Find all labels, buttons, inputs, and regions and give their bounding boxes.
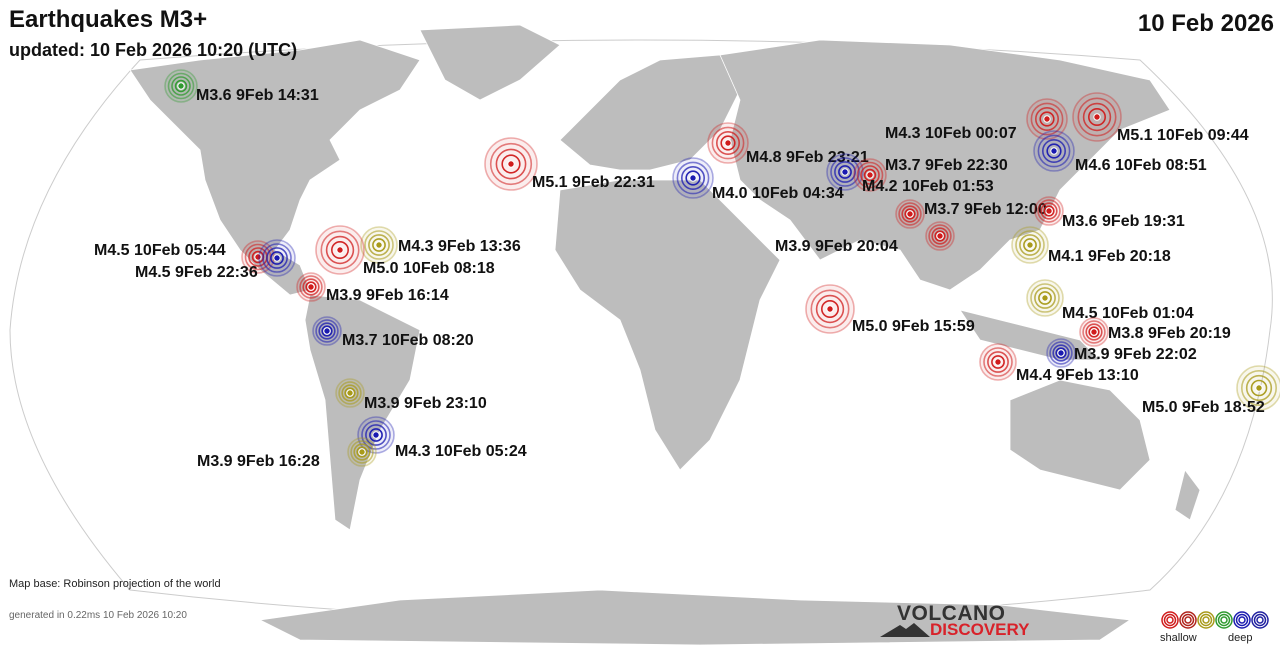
legend-deep-label: deep (1228, 632, 1253, 644)
quake-marker[interactable]: M4.0 10Feb 04:34 (672, 157, 844, 202)
quake-marker[interactable]: M4.3 10Feb 05:24 (357, 416, 527, 460)
quake-marker[interactable]: M4.4 9Feb 13:10 (979, 343, 1139, 384)
quake-label: M4.0 10Feb 04:34 (712, 185, 844, 202)
legend-ring (1184, 616, 1192, 624)
quake-label: M5.1 10Feb 09:44 (1117, 127, 1249, 144)
quake-label: M3.6 9Feb 14:31 (196, 87, 319, 104)
quake-marker[interactable]: M4.1 9Feb 20:18 (1011, 226, 1171, 265)
europe (559, 54, 741, 171)
quake-marker[interactable]: M3.6 9Feb 14:31 (164, 69, 319, 104)
map-date: 10 Feb 2026 (1137, 10, 1274, 37)
legend-ring (1220, 616, 1228, 624)
quake-label: M4.3 10Feb 05:24 (395, 443, 527, 460)
quake-marker[interactable]: M5.0 10Feb 08:18 (315, 225, 495, 277)
legend-ring (1235, 613, 1249, 627)
quake-label: M3.7 9Feb 22:30 (885, 157, 1008, 174)
legend-ring (1179, 611, 1197, 629)
logo-line-volcano: VOLCANO (897, 602, 1006, 625)
legend-ring (1197, 611, 1215, 629)
quake-label: M4.3 9Feb 13:36 (398, 238, 521, 255)
quake-label: M4.1 9Feb 20:18 (1048, 248, 1171, 265)
quake-label: M4.3 10Feb 00:07 (885, 125, 1017, 142)
quake-label: M4.8 9Feb 23:21 (746, 149, 869, 166)
australia (1009, 379, 1151, 491)
quake-label: M4.5 9Feb 22:36 (135, 264, 258, 281)
asia (719, 39, 1171, 291)
south-america (304, 294, 421, 531)
quake-label: M5.0 9Feb 18:52 (1142, 399, 1265, 416)
legend-ring (1238, 616, 1246, 624)
quake-marker[interactable]: M5.0 9Feb 15:59 (805, 284, 975, 335)
quake-markers: M3.6 9Feb 14:31 M5.1 9Feb 22:31 M4.8 9Feb … (94, 69, 1280, 470)
quake-marker[interactable]: M5.1 10Feb 09:44 (1072, 92, 1249, 144)
quake-marker[interactable]: M3.7 9Feb 22:30 (826, 153, 1008, 191)
legend-ring (1181, 613, 1195, 627)
quake-marker[interactable]: M3.9 9Feb 16:14 (296, 272, 449, 304)
quake-label: M3.8 9Feb 20:19 (1108, 325, 1231, 342)
legend-ring (1199, 613, 1213, 627)
quake-marker[interactable]: M3.9 9Feb 23:10 (335, 378, 487, 412)
north-america (129, 39, 421, 296)
africa (554, 179, 781, 471)
quake-label: M5.1 9Feb 22:31 (532, 174, 655, 191)
quake-marker[interactable]: M5.0 9Feb 18:52 (1142, 365, 1280, 416)
quake-marker[interactable]: M3.6 9Feb 19:31 (1034, 196, 1185, 230)
volcano-discovery-logo[interactable]: VOLCANO DISCOVERY (880, 602, 1040, 642)
volcano-logo-icon (880, 623, 930, 637)
quake-marker[interactable]: M4.2 10Feb 01:53 (853, 158, 994, 195)
legend-ring (1215, 611, 1233, 629)
quake-label: M3.6 9Feb 19:31 (1062, 213, 1185, 230)
legend-shallow-label: shallow (1160, 632, 1197, 644)
quake-marker[interactable]: M3.7 10Feb 08:20 (312, 316, 474, 349)
indonesia (959, 309, 1101, 361)
legend-ring (1217, 613, 1231, 627)
quake-label: M4.2 10Feb 01:53 (862, 178, 994, 195)
quake-marker[interactable]: M3.9 9Feb 20:04 (775, 221, 955, 255)
legend-ring (1166, 616, 1174, 624)
quake-label: M4.4 9Feb 13:10 (1016, 367, 1139, 384)
quake-marker[interactable]: M5.1 9Feb 22:31 (484, 137, 655, 191)
quake-label: M5.0 10Feb 08:18 (363, 260, 495, 277)
quake-label: M3.9 9Feb 20:04 (775, 238, 898, 255)
legend-ring (1251, 611, 1269, 629)
legend-ring (1202, 616, 1210, 624)
depth-legend-rings (1161, 611, 1269, 629)
map-title: Earthquakes M3+ (9, 6, 208, 33)
quake-marker[interactable]: M4.5 9Feb 22:36 (135, 239, 296, 281)
quake-label: M4.5 10Feb 05:44 (94, 242, 226, 259)
legend-ring (1253, 613, 1267, 627)
quake-marker[interactable]: M4.5 10Feb 01:04 (1026, 279, 1194, 322)
depth-legend: shallow deep (1160, 608, 1270, 648)
quake-marker[interactable]: M3.9 9Feb 16:28 (197, 437, 377, 470)
quake-marker[interactable]: M4.6 10Feb 08:51 (1033, 130, 1207, 174)
quake-label: M4.6 10Feb 08:51 (1075, 157, 1207, 174)
quake-marker[interactable]: M4.8 9Feb 23:21 (707, 122, 869, 166)
quake-marker[interactable]: M3.9 9Feb 22:02 (1046, 338, 1197, 368)
quake-label: M4.5 10Feb 01:04 (1062, 305, 1194, 322)
legend-ring (1161, 611, 1179, 629)
updated-text: updated: 10 Feb 2026 10:20 (UTC) (9, 40, 298, 60)
greenland (419, 24, 561, 101)
quake-marker[interactable]: M4.3 10Feb 00:07 (885, 98, 1068, 142)
quake-marker[interactable]: M3.7 9Feb 12:00 (895, 199, 1047, 229)
quake-marker[interactable]: M4.3 9Feb 13:36 (360, 226, 521, 264)
legend-ring (1163, 613, 1177, 627)
quake-label: M5.0 9Feb 15:59 (852, 318, 975, 335)
quake-label: M3.9 9Feb 22:02 (1074, 346, 1197, 363)
new-zealand (1174, 469, 1201, 521)
generated-note: generated in 0.22ms 10 Feb 2026 10:20 (9, 610, 187, 621)
quake-label: M3.7 9Feb 12:00 (924, 201, 1047, 218)
quake-marker[interactable]: M4.5 10Feb 05:44 (94, 240, 275, 274)
quake-label: M3.9 9Feb 23:10 (364, 395, 487, 412)
legend-ring (1256, 616, 1264, 624)
quake-label: M3.9 9Feb 16:14 (326, 287, 449, 304)
logo-line-discovery: DISCOVERY (930, 620, 1030, 639)
quake-label: M3.9 9Feb 16:28 (197, 453, 320, 470)
legend-ring (1233, 611, 1251, 629)
quake-label: M3.7 10Feb 08:20 (342, 332, 474, 349)
quake-marker[interactable]: M3.8 9Feb 20:19 (1079, 317, 1231, 347)
map-base-note: Map base: Robinson projection of the wor… (9, 578, 221, 590)
